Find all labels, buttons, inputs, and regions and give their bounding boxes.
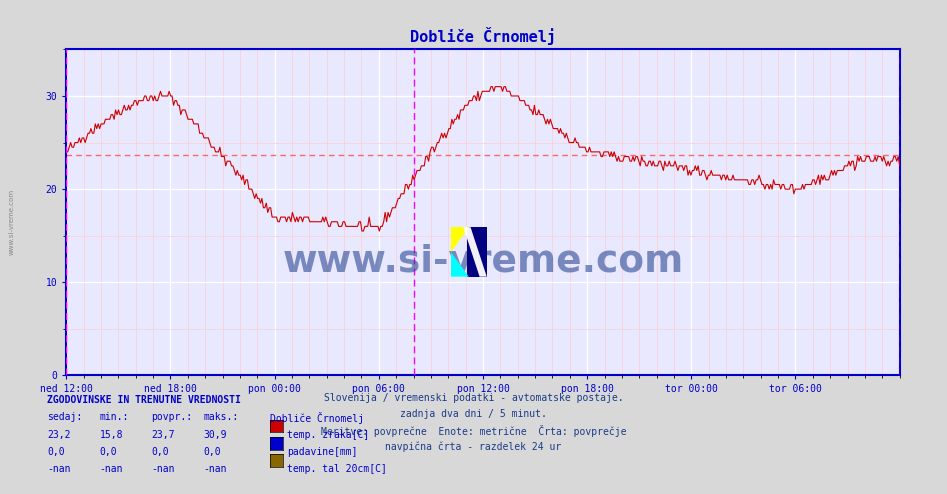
Text: povpr.:: povpr.: <box>152 412 192 422</box>
Polygon shape <box>467 227 487 277</box>
Title: Dobliče Črnomelj: Dobliče Črnomelj <box>410 28 556 45</box>
Polygon shape <box>451 252 469 277</box>
Text: 30,9: 30,9 <box>204 430 227 440</box>
Text: temp. zraka[C]: temp. zraka[C] <box>287 430 369 440</box>
Text: 23,7: 23,7 <box>152 430 175 440</box>
Text: temp. tal 20cm[C]: temp. tal 20cm[C] <box>287 464 386 474</box>
Text: 23,2: 23,2 <box>47 430 71 440</box>
Text: ZGODOVINSKE IN TRENUTNE VREDNOSTI: ZGODOVINSKE IN TRENUTNE VREDNOSTI <box>47 395 241 405</box>
Text: Dobliče Črnomelj: Dobliče Črnomelj <box>270 412 364 424</box>
Text: 0,0: 0,0 <box>152 447 170 457</box>
Polygon shape <box>451 227 469 252</box>
Text: 0,0: 0,0 <box>47 447 65 457</box>
Text: -nan: -nan <box>204 464 227 474</box>
Text: padavine[mm]: padavine[mm] <box>287 447 357 457</box>
Text: maks.:: maks.: <box>204 412 239 422</box>
Text: 0,0: 0,0 <box>99 447 117 457</box>
Text: Slovenija / vremenski podatki - avtomatske postaje.: Slovenija / vremenski podatki - avtomats… <box>324 393 623 403</box>
Text: -nan: -nan <box>47 464 71 474</box>
Text: www.si-vreme.com: www.si-vreme.com <box>282 244 684 279</box>
Text: navpična črta - razdelek 24 ur: navpična črta - razdelek 24 ur <box>385 442 562 452</box>
Text: sedaj:: sedaj: <box>47 412 82 422</box>
Text: www.si-vreme.com: www.si-vreme.com <box>9 189 14 255</box>
Text: 15,8: 15,8 <box>99 430 123 440</box>
Text: Meritve: povprečne  Enote: metrične  Črta: povprečje: Meritve: povprečne Enote: metrične Črta:… <box>321 425 626 437</box>
Polygon shape <box>463 227 487 277</box>
Text: min.:: min.: <box>99 412 129 422</box>
Text: zadnja dva dni / 5 minut.: zadnja dva dni / 5 minut. <box>400 409 547 419</box>
Text: -nan: -nan <box>99 464 123 474</box>
Text: -nan: -nan <box>152 464 175 474</box>
Text: 0,0: 0,0 <box>204 447 222 457</box>
